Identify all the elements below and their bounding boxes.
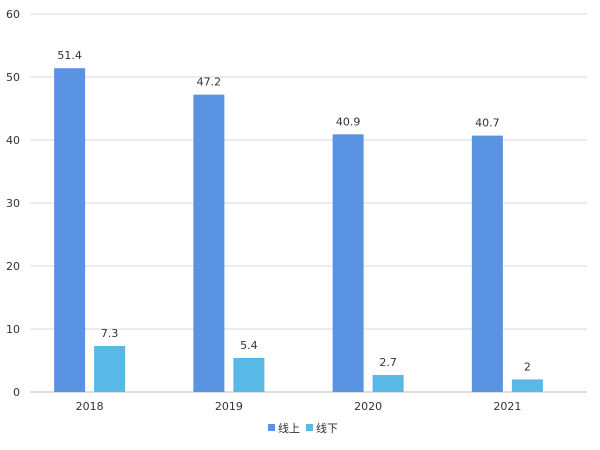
data-label: 40.9 xyxy=(336,115,361,128)
x-tick-label: 2018 xyxy=(76,400,104,413)
bar-online-2018 xyxy=(54,68,86,393)
data-label: 2 xyxy=(524,360,531,373)
legend-swatch-offline xyxy=(306,424,313,431)
y-tick-label: 10 xyxy=(6,323,20,336)
bar-offline-2019 xyxy=(233,357,265,392)
y-tick-label: 60 xyxy=(6,8,20,21)
y-tick-label: 0 xyxy=(13,386,20,399)
data-label: 40.7 xyxy=(475,117,500,130)
legend-label-offline: 线下 xyxy=(316,421,338,435)
data-label: 5.4 xyxy=(240,339,258,352)
data-label: 47.2 xyxy=(197,76,222,89)
data-label: 51.4 xyxy=(57,49,82,62)
y-tick-label: 50 xyxy=(6,71,20,84)
y-tick-label: 40 xyxy=(6,134,20,147)
bar-offline-2020 xyxy=(372,374,404,392)
y-tick-label: 20 xyxy=(6,260,20,273)
legend-label-online: 线上 xyxy=(278,421,300,435)
bar-online-2021 xyxy=(471,135,503,392)
bar-online-2020 xyxy=(332,134,364,392)
data-label: 2.7 xyxy=(379,356,397,369)
bar-online-2019 xyxy=(193,94,225,392)
data-label: 7.3 xyxy=(101,327,119,340)
bar-offline-2021 xyxy=(511,379,543,392)
bar-offline-2018 xyxy=(94,346,126,392)
x-tick-label: 2019 xyxy=(215,400,243,413)
y-tick-label: 30 xyxy=(6,197,20,210)
legend-swatch-online xyxy=(268,424,275,431)
x-tick-label: 2020 xyxy=(354,400,382,413)
x-tick-label: 2021 xyxy=(493,400,521,413)
